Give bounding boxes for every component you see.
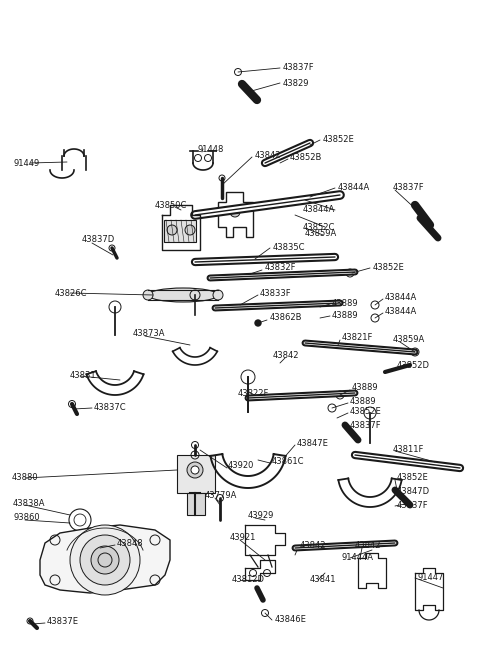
Text: 43852E: 43852E [397, 474, 429, 483]
Text: 43889: 43889 [352, 383, 379, 392]
Text: 43920: 43920 [228, 462, 254, 470]
Text: 43835C: 43835C [273, 242, 305, 252]
Text: 43850C: 43850C [155, 202, 187, 210]
Text: 43831: 43831 [70, 371, 96, 379]
Text: 93860: 93860 [13, 514, 40, 523]
Text: 43842: 43842 [273, 352, 300, 360]
Text: 43811F: 43811F [393, 445, 424, 453]
Text: 43873A: 43873A [133, 329, 166, 339]
Text: 43852E: 43852E [350, 407, 382, 417]
Text: 43829: 43829 [283, 79, 310, 88]
Text: 43889: 43889 [350, 396, 377, 405]
Text: 43852E: 43852E [373, 263, 405, 272]
Text: 43812D: 43812D [232, 574, 265, 584]
Ellipse shape [148, 288, 218, 302]
Text: 43837F: 43837F [350, 421, 382, 430]
Text: 43862B: 43862B [270, 314, 302, 322]
Text: 91448: 91448 [197, 145, 223, 155]
Polygon shape [40, 525, 170, 593]
Circle shape [213, 290, 223, 300]
Text: 43821F: 43821F [342, 333, 373, 343]
Text: 43826C: 43826C [55, 288, 87, 297]
Circle shape [93, 541, 107, 555]
Text: 43929: 43929 [248, 512, 275, 521]
Text: 91447: 91447 [417, 572, 444, 582]
Circle shape [185, 225, 195, 235]
Text: 43852C: 43852C [303, 223, 336, 233]
Text: 43852E: 43852E [323, 134, 355, 143]
Text: 91449: 91449 [14, 159, 40, 168]
Circle shape [230, 207, 240, 217]
Text: 43844A: 43844A [385, 293, 417, 301]
Text: 43846E: 43846E [275, 616, 307, 624]
Circle shape [191, 466, 199, 474]
Text: 43842: 43842 [300, 542, 326, 550]
Text: 43837F: 43837F [397, 500, 429, 510]
Text: 43822F: 43822F [238, 388, 269, 398]
Text: 43837C: 43837C [94, 403, 127, 411]
Circle shape [187, 462, 203, 478]
Bar [177, 455, 215, 493]
Text: 43842: 43842 [355, 542, 382, 550]
Text: 43889: 43889 [332, 310, 359, 320]
Text: 43859A: 43859A [305, 229, 337, 238]
Circle shape [167, 225, 177, 235]
Text: 43847D: 43847D [397, 487, 430, 495]
Circle shape [91, 546, 119, 574]
Text: 43880: 43880 [12, 472, 38, 481]
Text: 43841: 43841 [310, 576, 336, 584]
Text: 43847E: 43847E [297, 438, 329, 447]
Text: 43842: 43842 [255, 151, 281, 160]
Circle shape [255, 320, 261, 326]
Text: 91444A: 91444A [342, 553, 374, 561]
Text: 43852B: 43852B [290, 153, 323, 162]
Circle shape [143, 290, 153, 300]
Text: 43844A: 43844A [385, 307, 417, 316]
Text: 43832F: 43832F [265, 263, 297, 272]
Text: 43837D: 43837D [82, 236, 115, 244]
Text: 43859A: 43859A [393, 335, 425, 343]
Text: 43889: 43889 [332, 299, 359, 307]
Circle shape [70, 525, 140, 595]
Text: 43921: 43921 [230, 534, 256, 542]
Text: 43833F: 43833F [260, 290, 292, 299]
Text: 43852D: 43852D [397, 362, 430, 371]
Circle shape [80, 535, 130, 585]
Text: 43844A: 43844A [303, 204, 335, 214]
Text: 43779A: 43779A [205, 491, 238, 500]
Text: 43848: 43848 [117, 538, 144, 548]
Text: 43861C: 43861C [272, 457, 304, 466]
Text: 43844A: 43844A [338, 183, 370, 191]
Bar [164, 220, 196, 242]
Text: 43837F: 43837F [393, 183, 425, 193]
Text: 43837F: 43837F [283, 62, 314, 71]
Bar [187, 493, 205, 515]
Text: 43837E: 43837E [47, 618, 79, 626]
Text: 43838A: 43838A [13, 498, 46, 508]
